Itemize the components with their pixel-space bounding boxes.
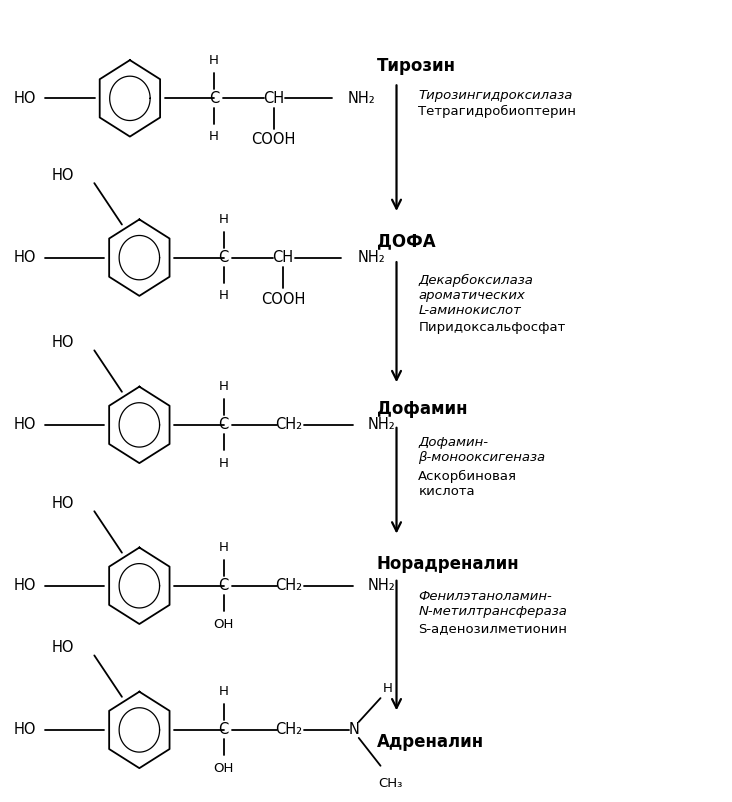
Text: COOH: COOH (252, 132, 296, 148)
Text: C: C (218, 250, 228, 265)
Text: HO: HO (14, 417, 36, 432)
Text: L-аминокислот: L-аминокислот (418, 304, 521, 317)
Text: кислота: кислота (418, 484, 475, 497)
Text: N-метилтрансфераза: N-метилтрансфераза (418, 605, 567, 618)
Text: C: C (218, 417, 228, 432)
Text: HO: HO (14, 250, 36, 265)
Text: OH: OH (214, 762, 234, 775)
Text: Дофамин-: Дофамин- (418, 436, 488, 449)
Text: ДОФА: ДОФА (377, 233, 436, 251)
Text: NH₂: NH₂ (348, 91, 376, 106)
Text: H: H (219, 213, 228, 226)
Text: Аскорбиновая: Аскорбиновая (418, 469, 518, 483)
Text: NH₂: NH₂ (367, 578, 395, 593)
Text: Пиридоксальфосфат: Пиридоксальфосфат (418, 322, 566, 334)
Text: OH: OH (214, 618, 234, 630)
Text: H: H (209, 54, 219, 67)
Text: CH₃: CH₃ (378, 777, 403, 790)
Text: HO: HO (14, 723, 36, 737)
Text: CH: CH (272, 250, 294, 265)
Text: Адреналин: Адреналин (377, 733, 484, 751)
Text: H: H (219, 380, 228, 393)
Text: NH₂: NH₂ (367, 417, 395, 432)
Text: COOH: COOH (261, 292, 305, 306)
Text: ароматических: ароматических (418, 289, 525, 302)
Text: Дофамин: Дофамин (377, 400, 468, 418)
Text: H: H (383, 682, 393, 695)
Text: HO: HO (51, 168, 74, 183)
Text: C: C (209, 91, 220, 106)
Text: S-аденозилметионин: S-аденозилметионин (418, 622, 567, 635)
Text: CH₂: CH₂ (275, 578, 302, 593)
Text: C: C (218, 723, 228, 737)
Text: Тирозингидроксилаза: Тирозингидроксилаза (418, 89, 572, 102)
Text: CH₂: CH₂ (275, 723, 302, 737)
Text: HO: HO (51, 640, 74, 655)
Text: HO: HO (14, 578, 36, 593)
Text: HO: HO (51, 335, 74, 350)
Text: H: H (219, 290, 228, 302)
Text: H: H (219, 456, 228, 470)
Text: H: H (219, 541, 228, 554)
Text: Тирозин: Тирозин (377, 58, 456, 75)
Text: NH₂: NH₂ (357, 250, 385, 265)
Text: Фенилэтаноламин-: Фенилэтаноламин- (418, 589, 552, 603)
Text: CH: CH (264, 91, 284, 106)
Text: β-монооксигеназа: β-монооксигеназа (418, 452, 545, 464)
Text: HO: HO (14, 91, 36, 106)
Text: C: C (218, 578, 228, 593)
Text: H: H (209, 130, 219, 143)
Text: Тетрагидробиоптерин: Тетрагидробиоптерин (418, 105, 576, 118)
Text: CH₂: CH₂ (275, 417, 302, 432)
Text: HO: HO (51, 496, 74, 511)
Text: Декарбоксилаза: Декарбоксилаза (418, 273, 533, 286)
Text: H: H (219, 685, 228, 699)
Text: N: N (349, 723, 360, 737)
Text: Норадреналин: Норадреналин (377, 555, 520, 573)
